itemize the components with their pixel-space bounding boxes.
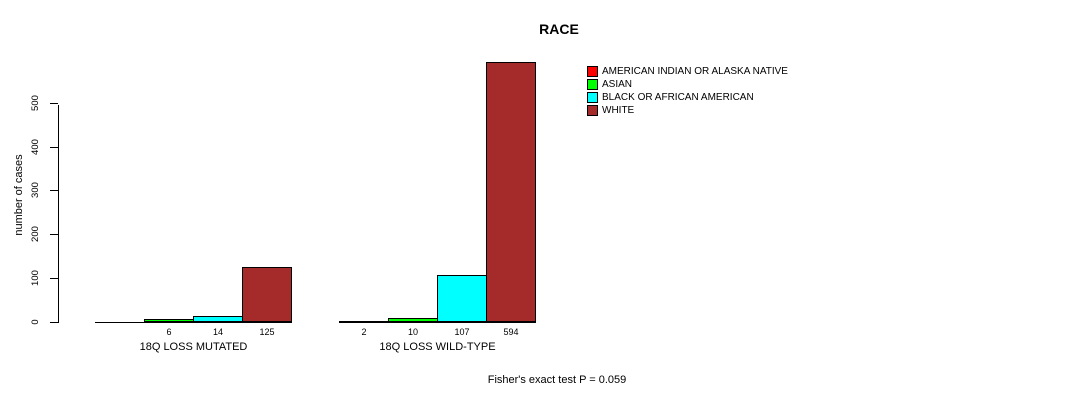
bar-value-label: 594 [503,327,519,337]
bar-value-label: 6 [166,327,172,337]
legend-swatch [587,66,598,77]
legend-swatch [587,79,598,90]
y-axis-tick [50,147,58,148]
legend-label: WHITE [602,105,635,116]
legend-swatch [587,105,598,116]
legend: AMERICAN INDIAN OR ALASKA NATIVE ASIAN BLA… [587,66,788,116]
bar-value-label: 10 [407,327,418,337]
y-axis-tick [50,103,58,104]
legend-swatch [587,92,598,103]
bar [388,318,438,322]
y-axis-label: number of cases [13,154,25,236]
legend-item: ASIAN [587,79,788,90]
bar [193,316,243,322]
annotation-text: Fisher's exact test P = 0.059 [487,374,627,386]
group-baseline [95,322,292,323]
bar-value-label: 107 [454,327,470,337]
group-baseline [339,322,536,323]
group-label: 18Q LOSS MUTATED [139,341,248,353]
y-axis-tick-label: 100 [30,270,41,286]
y-axis-tick [50,234,58,235]
bar [437,275,487,322]
y-axis-line [58,105,59,323]
y-axis-tick [50,190,58,191]
bar [339,321,389,323]
bar-value-label: 2 [361,327,367,337]
bar [486,62,536,322]
y-axis-tick-label: 0 [30,319,41,325]
y-axis-tick-label: 400 [30,139,41,155]
y-axis-tick-label: 500 [30,95,41,111]
bar [242,267,292,322]
legend-item: BLACK OR AFRICAN AMERICAN [587,92,788,103]
legend-label: AMERICAN INDIAN OR ALASKA NATIVE [602,66,788,77]
y-axis-tick-label: 300 [30,182,41,198]
y-axis-tick [50,278,58,279]
legend-item: AMERICAN INDIAN OR ALASKA NATIVE [587,66,788,77]
y-axis-tick [50,322,58,323]
bar [144,319,194,322]
group-label: 18Q LOSS WILD-TYPE [379,341,496,353]
bar-value-label: 125 [259,327,275,337]
legend-label: BLACK OR AFRICAN AMERICAN [602,92,754,103]
bar-value-label: 14 [212,327,223,337]
legend-item: WHITE [587,105,788,116]
legend-label: ASIAN [602,79,633,90]
chart-title: RACE [539,21,579,37]
y-axis-tick-label: 200 [30,226,41,242]
